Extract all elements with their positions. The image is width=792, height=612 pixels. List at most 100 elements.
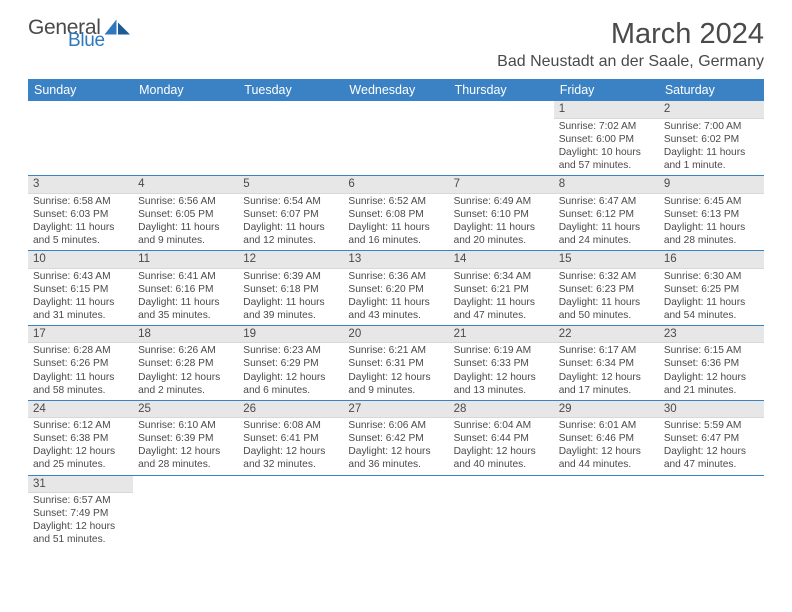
weeks-container: 1Sunrise: 7:02 AMSunset: 6:00 PMDaylight…	[28, 101, 764, 549]
day-number: 5	[238, 176, 343, 194]
daylight-text-1: Daylight: 11 hours	[33, 221, 128, 234]
sunrise-text: Sunrise: 6:52 AM	[348, 195, 443, 208]
dow-header-row: Sunday Monday Tuesday Wednesday Thursday…	[28, 79, 764, 101]
daylight-text-1: Daylight: 12 hours	[138, 371, 233, 384]
daylight-text-2: and 16 minutes.	[348, 234, 443, 247]
day-cell: 6Sunrise: 6:52 AMSunset: 6:08 PMDaylight…	[343, 176, 448, 250]
day-cell: 1Sunrise: 7:02 AMSunset: 6:00 PMDaylight…	[554, 101, 659, 175]
sunrise-text: Sunrise: 6:49 AM	[454, 195, 549, 208]
week-row: 3Sunrise: 6:58 AMSunset: 6:03 PMDaylight…	[28, 176, 764, 251]
sunrise-text: Sunrise: 6:58 AM	[33, 195, 128, 208]
daylight-text-2: and 35 minutes.	[138, 309, 233, 322]
day-cell: 13Sunrise: 6:36 AMSunset: 6:20 PMDayligh…	[343, 251, 448, 325]
daylight-text-2: and 9 minutes.	[348, 384, 443, 397]
day-cell: 19Sunrise: 6:23 AMSunset: 6:29 PMDayligh…	[238, 326, 343, 400]
sunset-text: Sunset: 7:49 PM	[33, 507, 128, 520]
day-number: 26	[238, 401, 343, 419]
daylight-text-1: Daylight: 11 hours	[138, 221, 233, 234]
daylight-text-2: and 43 minutes.	[348, 309, 443, 322]
location-subtitle: Bad Neustadt an der Saale, Germany	[28, 53, 764, 71]
sunrise-text: Sunrise: 7:02 AM	[559, 120, 654, 133]
sunset-text: Sunset: 6:03 PM	[33, 208, 128, 221]
daylight-text-2: and 28 minutes.	[138, 458, 233, 471]
daylight-text-1: Daylight: 11 hours	[348, 221, 443, 234]
daylight-text-2: and 1 minute.	[664, 159, 759, 172]
daylight-text-2: and 28 minutes.	[664, 234, 759, 247]
daylight-text-1: Daylight: 11 hours	[454, 221, 549, 234]
daylight-text-1: Daylight: 11 hours	[33, 371, 128, 384]
day-body: Sunrise: 6:43 AMSunset: 6:15 PMDaylight:…	[28, 269, 133, 325]
day-body: Sunrise: 6:28 AMSunset: 6:26 PMDaylight:…	[28, 343, 133, 399]
day-body: Sunrise: 6:45 AMSunset: 6:13 PMDaylight:…	[659, 194, 764, 250]
sunset-text: Sunset: 6:47 PM	[664, 432, 759, 445]
daylight-text-2: and 40 minutes.	[454, 458, 549, 471]
daylight-text-1: Daylight: 11 hours	[559, 296, 654, 309]
day-cell: 9Sunrise: 6:45 AMSunset: 6:13 PMDaylight…	[659, 176, 764, 250]
day-number: 9	[659, 176, 764, 194]
day-cell: 27Sunrise: 6:06 AMSunset: 6:42 PMDayligh…	[343, 401, 448, 475]
sunrise-text: Sunrise: 6:08 AM	[243, 419, 338, 432]
daylight-text-1: Daylight: 12 hours	[664, 371, 759, 384]
daylight-text-2: and 47 minutes.	[454, 309, 549, 322]
day-body: Sunrise: 5:59 AMSunset: 6:47 PMDaylight:…	[659, 418, 764, 474]
daylight-text-1: Daylight: 12 hours	[348, 445, 443, 458]
day-body: Sunrise: 6:56 AMSunset: 6:05 PMDaylight:…	[133, 194, 238, 250]
day-cell: 8Sunrise: 6:47 AMSunset: 6:12 PMDaylight…	[554, 176, 659, 250]
empty-cell	[133, 476, 238, 550]
sunrise-text: Sunrise: 6:10 AM	[138, 419, 233, 432]
daylight-text-2: and 5 minutes.	[33, 234, 128, 247]
sunset-text: Sunset: 6:23 PM	[559, 283, 654, 296]
week-row: 1Sunrise: 7:02 AMSunset: 6:00 PMDaylight…	[28, 101, 764, 176]
empty-cell	[449, 101, 554, 175]
day-cell: 3Sunrise: 6:58 AMSunset: 6:03 PMDaylight…	[28, 176, 133, 250]
sunset-text: Sunset: 6:21 PM	[454, 283, 549, 296]
sunset-text: Sunset: 6:15 PM	[33, 283, 128, 296]
day-number: 10	[28, 251, 133, 269]
sunset-text: Sunset: 6:08 PM	[348, 208, 443, 221]
day-body: Sunrise: 6:41 AMSunset: 6:16 PMDaylight:…	[133, 269, 238, 325]
daylight-text-1: Daylight: 12 hours	[138, 445, 233, 458]
day-body: Sunrise: 6:26 AMSunset: 6:28 PMDaylight:…	[133, 343, 238, 399]
sunset-text: Sunset: 6:38 PM	[33, 432, 128, 445]
brand-logo: General Blue	[28, 18, 133, 50]
week-row: 31Sunrise: 6:57 AMSunset: 7:49 PMDayligh…	[28, 476, 764, 550]
daylight-text-1: Daylight: 12 hours	[559, 371, 654, 384]
sunset-text: Sunset: 6:18 PM	[243, 283, 338, 296]
sunrise-text: Sunrise: 6:28 AM	[33, 344, 128, 357]
day-number: 21	[449, 326, 554, 344]
empty-cell	[133, 101, 238, 175]
day-number: 22	[554, 326, 659, 344]
dow-thursday: Thursday	[449, 79, 554, 101]
sunset-text: Sunset: 6:44 PM	[454, 432, 549, 445]
day-number: 19	[238, 326, 343, 344]
daylight-text-2: and 54 minutes.	[664, 309, 759, 322]
daylight-text-2: and 24 minutes.	[559, 234, 654, 247]
sail-icon	[103, 18, 133, 36]
day-cell: 14Sunrise: 6:34 AMSunset: 6:21 PMDayligh…	[449, 251, 554, 325]
daylight-text-1: Daylight: 11 hours	[559, 221, 654, 234]
daylight-text-2: and 44 minutes.	[559, 458, 654, 471]
day-number: 20	[343, 326, 448, 344]
day-number: 16	[659, 251, 764, 269]
daylight-text-1: Daylight: 10 hours	[559, 146, 654, 159]
empty-cell	[238, 101, 343, 175]
daylight-text-2: and 51 minutes.	[33, 533, 128, 546]
sunset-text: Sunset: 6:02 PM	[664, 133, 759, 146]
day-body: Sunrise: 6:06 AMSunset: 6:42 PMDaylight:…	[343, 418, 448, 474]
daylight-text-2: and 39 minutes.	[243, 309, 338, 322]
day-body: Sunrise: 6:52 AMSunset: 6:08 PMDaylight:…	[343, 194, 448, 250]
dow-monday: Monday	[133, 79, 238, 101]
sunrise-text: Sunrise: 5:59 AM	[664, 419, 759, 432]
daylight-text-2: and 12 minutes.	[243, 234, 338, 247]
day-body: Sunrise: 6:12 AMSunset: 6:38 PMDaylight:…	[28, 418, 133, 474]
sunrise-text: Sunrise: 6:01 AM	[559, 419, 654, 432]
day-body: Sunrise: 6:54 AMSunset: 6:07 PMDaylight:…	[238, 194, 343, 250]
daylight-text-2: and 25 minutes.	[33, 458, 128, 471]
day-number: 17	[28, 326, 133, 344]
dow-wednesday: Wednesday	[343, 79, 448, 101]
daylight-text-1: Daylight: 12 hours	[559, 445, 654, 458]
sunrise-text: Sunrise: 6:06 AM	[348, 419, 443, 432]
day-cell: 24Sunrise: 6:12 AMSunset: 6:38 PMDayligh…	[28, 401, 133, 475]
daylight-text-2: and 6 minutes.	[243, 384, 338, 397]
day-cell: 18Sunrise: 6:26 AMSunset: 6:28 PMDayligh…	[133, 326, 238, 400]
